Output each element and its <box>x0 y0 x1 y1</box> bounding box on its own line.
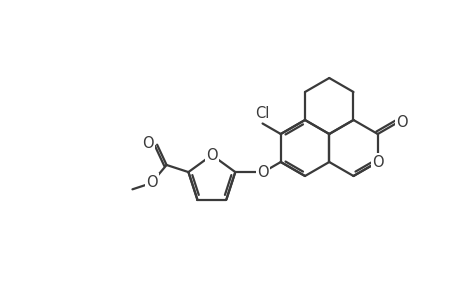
Text: O: O <box>146 175 157 190</box>
Text: O: O <box>257 165 269 180</box>
Text: O: O <box>142 136 154 151</box>
Text: O: O <box>395 115 407 130</box>
Text: O: O <box>206 148 217 163</box>
Text: O: O <box>371 154 383 169</box>
Text: Cl: Cl <box>255 106 269 121</box>
